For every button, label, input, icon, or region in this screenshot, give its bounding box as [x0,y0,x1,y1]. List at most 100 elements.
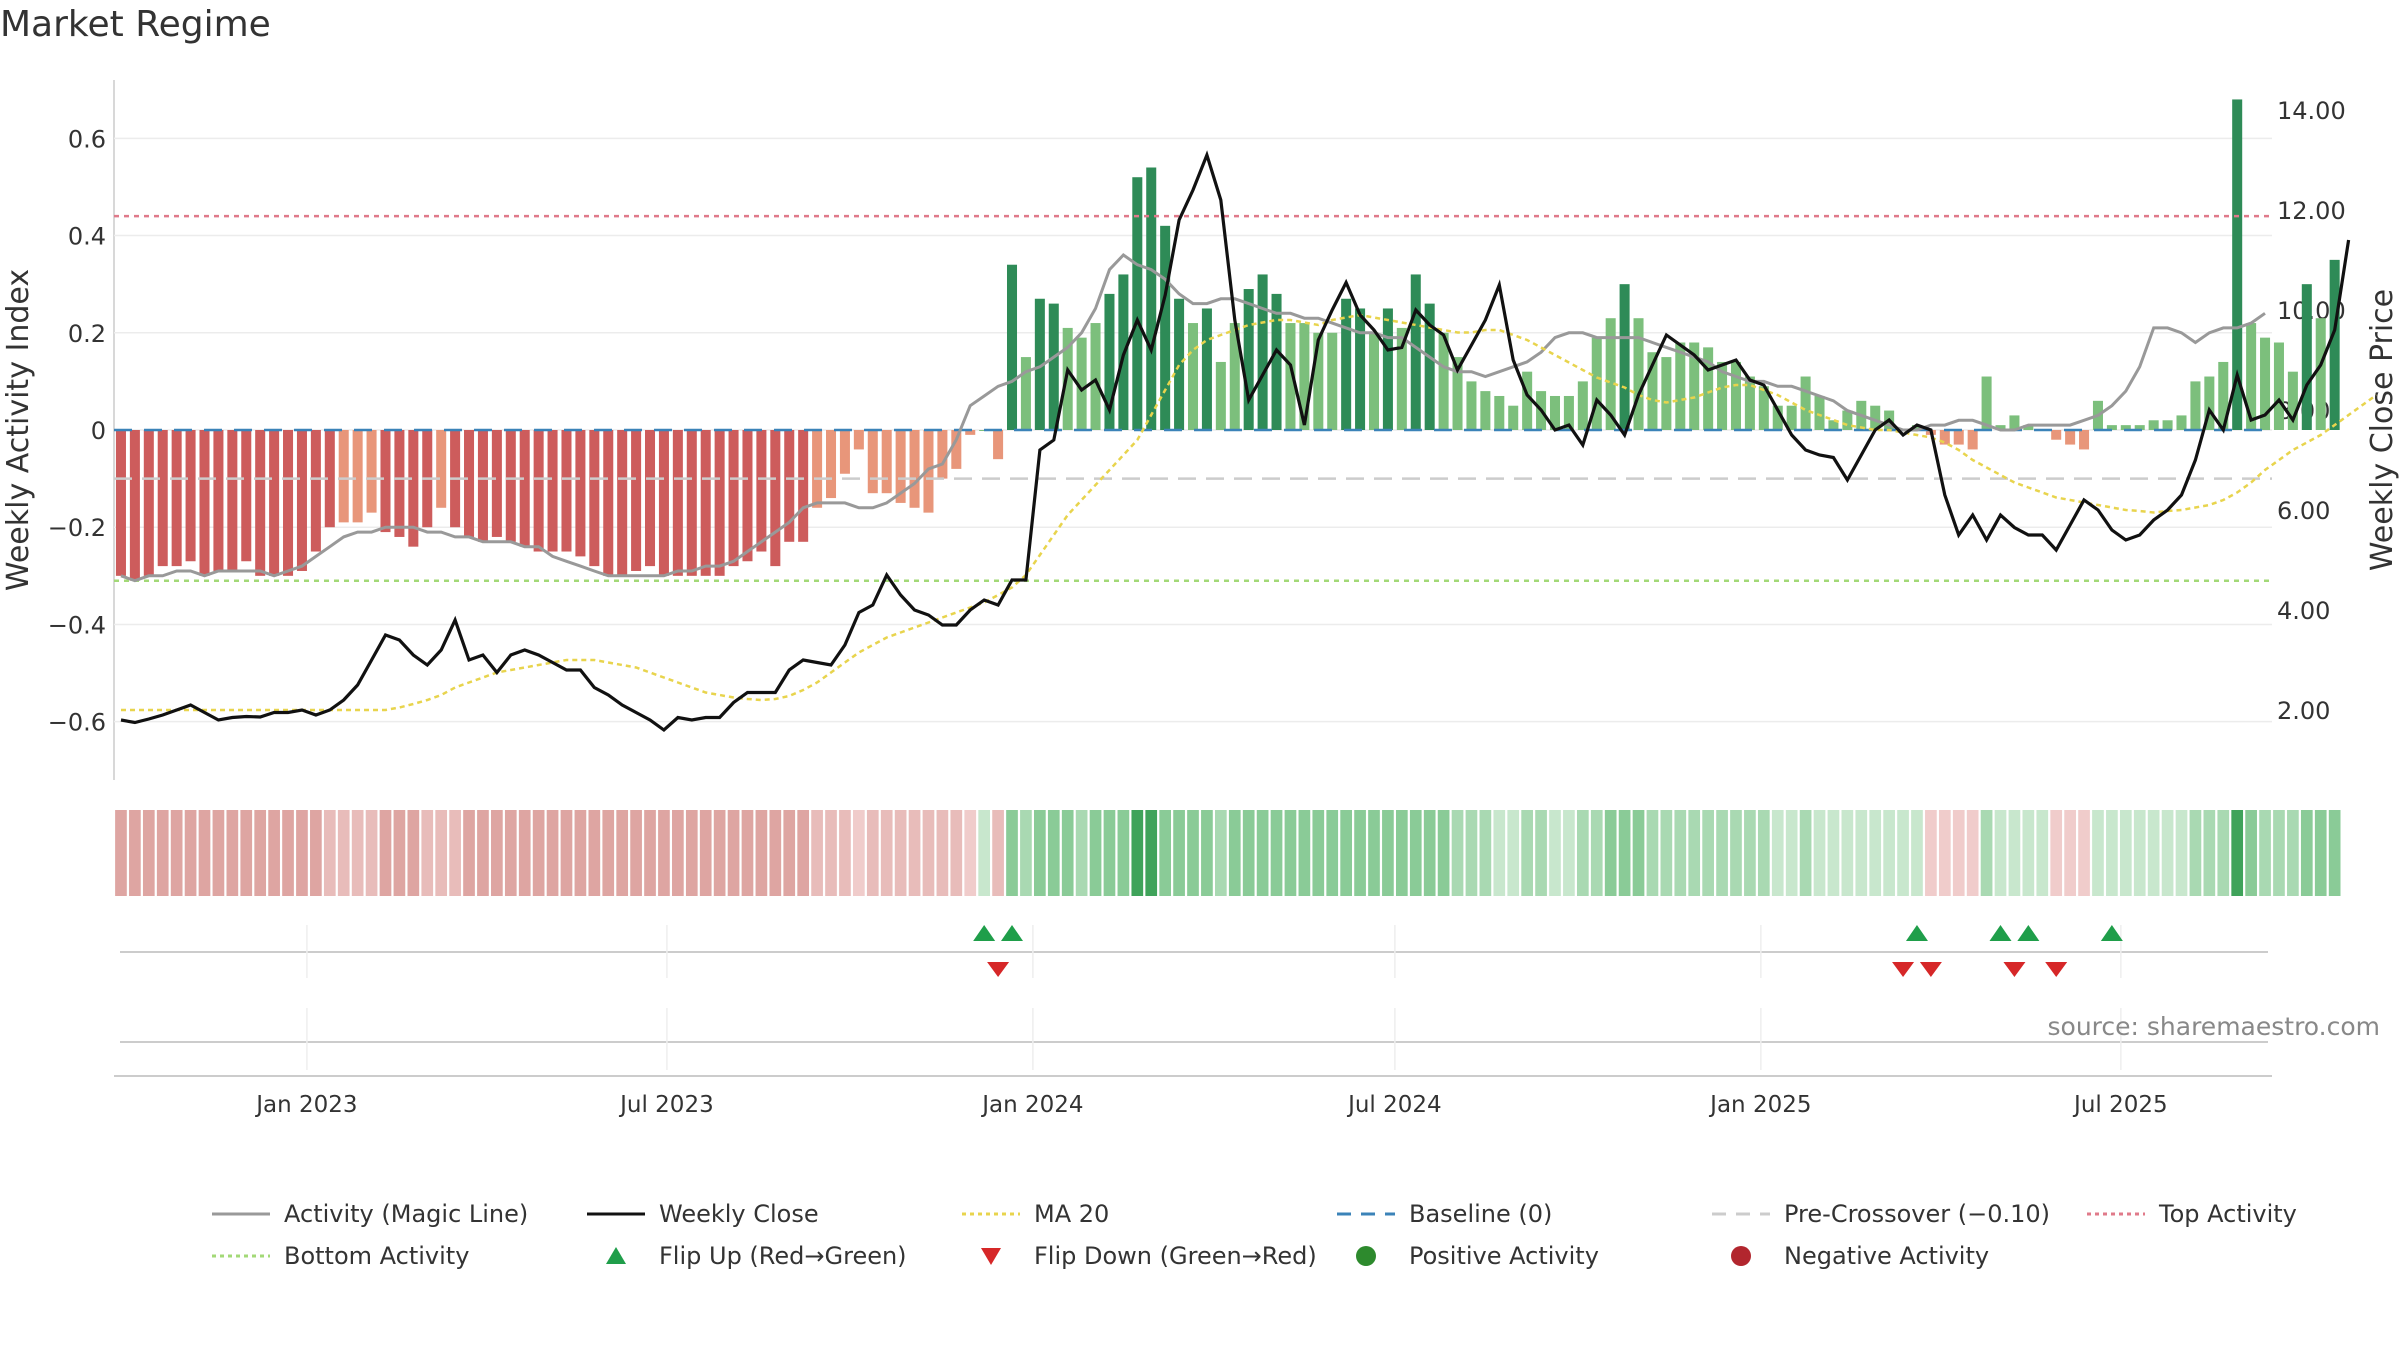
legend-item: Flip Up (Red→Green) [585,1238,960,1274]
activity-bar [603,430,614,576]
regime-strip-cell [1757,810,1770,896]
activity-bar [1355,308,1366,430]
activity-bar [1772,405,1783,430]
activity-bar [1424,303,1435,430]
regime-strip-cell [407,810,420,896]
regime-strip-cell [1925,810,1937,896]
activity-bar [366,430,377,513]
regime-strip-cell [1813,810,1826,896]
flip-up-marker [973,925,996,941]
activity-bar [1494,395,1505,430]
activity-bar [2273,342,2284,430]
regime-strip-cell [964,810,977,896]
activity-bar [2301,284,2312,430]
x-tick-label: Jul 2024 [1346,1092,1442,1118]
activity-bar [1995,425,2006,430]
regime-strip-cell [2314,810,2327,896]
activity-bar [1563,395,1574,430]
regime-strip-cell [1535,810,1547,896]
activity-bar [1911,425,1922,430]
activity-bar [1201,308,1212,430]
activity-bar [380,430,391,533]
activity-bar [1549,395,1560,430]
regime-strip-cell [337,810,350,896]
legend-item: Pre-Crossover (−0.10) [1710,1196,2085,1232]
activity-bar [742,430,753,562]
activity-bar [2232,99,2243,430]
regime-strip-cell [421,810,434,896]
activity-bar [1786,405,1797,430]
regime-strip-cell [630,810,642,896]
regime-strip-cell [1883,810,1895,896]
regime-strip-cell [1966,810,1979,896]
flip-down-marker [987,962,1010,977]
activity-bar [1006,264,1018,430]
y-left-tick-label: 0.4 [68,223,106,251]
regime-strip-cell [602,810,615,896]
regime-strip-cell [1785,810,1798,896]
regime-strip-cell [477,810,489,896]
regime-strip-cell [825,810,837,896]
activity-bar [2162,420,2173,430]
legend-swatch-icon [212,1254,270,1258]
legend-swatch-icon [962,1212,1020,1216]
chart-title: Market Regime [0,4,271,45]
activity-bar [1800,376,1811,430]
regime-strip-cell [1869,810,1882,896]
legend-label: MA 20 [1034,1200,1110,1228]
activity-bar [1243,289,1254,430]
regime-strip-cell [1312,810,1325,896]
regime-strip-cell [1117,810,1130,896]
x-tick-label: Jul 2025 [2072,1092,2168,1118]
legend: Activity (Magic Line) Weekly Close MA 20 Ba… [210,1196,2360,1274]
legend-swatch-icon [1337,1212,1395,1216]
regime-strip-cell [672,810,684,896]
regime-strip-cell [894,810,907,896]
activity-bar [714,430,725,576]
regime-strip-cell [156,810,169,896]
regime-strip-cell [212,810,225,896]
y-left-tick-label: 0.2 [68,320,106,348]
x-tick-label: Jan 2025 [1708,1092,1811,1118]
activity-bar [1062,327,1073,430]
y-right-tick-label: 14.00 [2277,97,2346,125]
y-left-tick-label: −0.4 [48,611,106,639]
activity-bar [770,430,781,567]
activity-bar [1341,298,1352,430]
activity-bar [1229,323,1240,430]
activity-bar [338,430,349,523]
regime-strip-cell [811,810,823,896]
activity-bar [213,430,224,571]
regime-strip-cell [1382,810,1394,896]
activity-bar [1661,357,1672,430]
activity-bar [645,430,656,567]
regime-strip-cell [310,810,322,896]
regime-strip-cell [2008,810,2021,896]
activity-bar [1828,420,1839,430]
activity-bar [1466,381,1477,430]
regime-strip-cell [2106,810,2118,896]
activity-bar [2120,425,2131,430]
activity-bar [1480,391,1491,430]
activity-bar [1076,337,1087,430]
activity-bar [2065,430,2076,445]
activity-bar [1257,274,1268,430]
activity-bar [1160,225,1171,430]
activity-bar [1034,298,1045,430]
regime-strip-cell [1270,810,1283,896]
legend-swatch-icon [587,1212,645,1216]
regime-strip-cell [685,810,698,896]
activity-bar [1187,323,1199,430]
regime-strip-cell [1228,810,1241,896]
regime-strip-cell [574,810,587,896]
flip-down-marker [1892,962,1915,977]
regime-strip-cell [1326,810,1339,896]
activity-bar [1633,318,1644,430]
activity-bar [408,430,419,547]
activity-bar [185,430,196,562]
legend-label: Flip Down (Green→Red) [1034,1242,1317,1270]
activity-bar [1327,332,1338,430]
regime-strip-cell [713,810,726,896]
activity-bar [2190,381,2201,430]
regime-strip-cell [755,810,768,896]
